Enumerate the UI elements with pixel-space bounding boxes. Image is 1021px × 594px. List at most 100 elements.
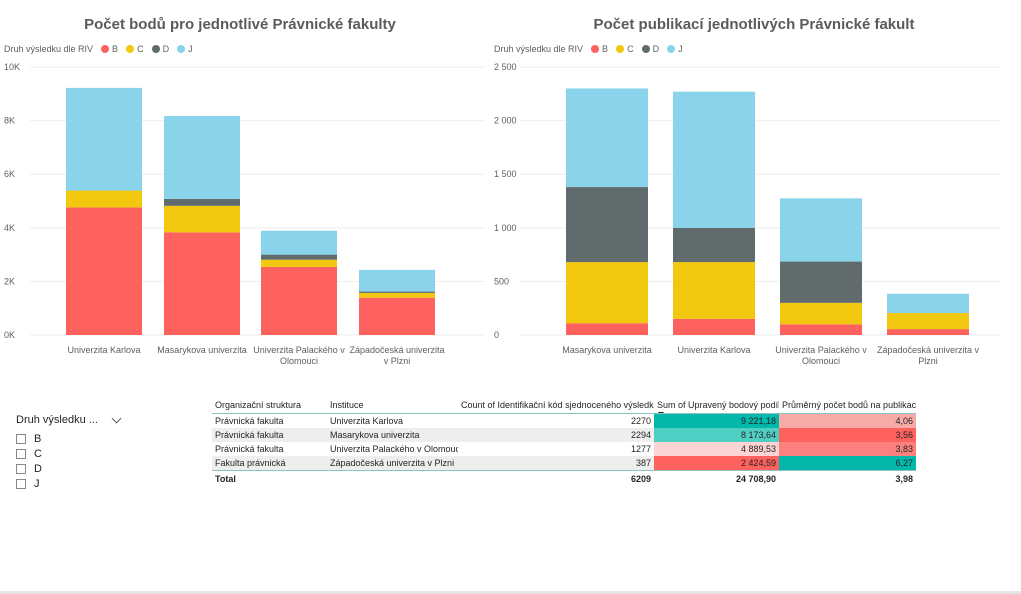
x-tick-label-line: Univerzita Karlova	[67, 345, 140, 355]
bar-segment-b[interactable]	[566, 323, 648, 335]
y-tick-label: 1 000	[494, 223, 517, 233]
slicer-option-label: D	[34, 462, 42, 475]
x-tick-label: Západočeská univerzita v Plzni	[349, 345, 444, 366]
legend-item-b[interactable]: B	[591, 44, 608, 54]
legend-item-b[interactable]: B	[101, 44, 118, 54]
bar-segment-c[interactable]	[66, 190, 142, 208]
slicer-option-j[interactable]: J	[16, 476, 126, 491]
y-tick-label: 2K	[4, 276, 15, 286]
y-tick-label: 2 500	[494, 62, 517, 72]
column-header-label: Sum of Upravený bodový podíl	[657, 399, 779, 410]
column-header[interactable]: Count of Identifikační kód sjednoceného …	[461, 399, 654, 410]
slicer-option-c[interactable]: C	[16, 446, 126, 461]
bar-segment-j[interactable]	[780, 198, 862, 262]
bar-segment-j[interactable]	[887, 293, 969, 314]
table-row[interactable]: Právnická fakulta Univerzita Karlova 227…	[212, 414, 916, 428]
bar-segment-j[interactable]	[359, 269, 435, 292]
chart-title-points: Počet bodů pro jednotlivé Právnické faku…	[84, 16, 396, 33]
bar-segment-b[interactable]	[66, 207, 142, 335]
slicer-option-d[interactable]: D	[16, 461, 126, 476]
table-row[interactable]: Fakulta právnická Západočeská univerzita…	[212, 456, 916, 470]
legend-dot-icon	[126, 45, 135, 53]
legend-item-d[interactable]: D	[151, 44, 170, 54]
table-row[interactable]: Právnická fakulta Masarykova univerzita …	[212, 428, 916, 442]
bar-segment-j[interactable]	[673, 91, 755, 228]
bar-segment-c[interactable]	[887, 313, 969, 330]
cell-org: Právnická fakulta	[212, 428, 327, 442]
legend-item-c[interactable]: C	[126, 44, 144, 54]
bar-segment-b[interactable]	[359, 297, 435, 335]
checkbox[interactable]	[16, 478, 26, 489]
result-type-slicer[interactable]: Druh výsledku ... B C D J	[16, 413, 126, 491]
cell-count: 2270	[630, 416, 651, 426]
bar-segment-c[interactable]	[673, 262, 755, 319]
legend-item-d[interactable]: D	[641, 44, 659, 54]
legend-dot-icon	[667, 45, 676, 53]
bar-segment-c[interactable]	[359, 292, 435, 298]
slicer-option-b[interactable]: B	[16, 431, 126, 446]
sort-desc-icon	[658, 412, 664, 413]
legend-item-j[interactable]: J	[177, 44, 193, 54]
x-tick-label-line: Univerzita Palackého v	[775, 345, 867, 355]
x-tick-label: Univerzita Palackého v Olomouci	[775, 345, 867, 366]
bar-segment-d[interactable]	[566, 187, 648, 263]
cell-institution: Západočeská univerzita v Plzni	[327, 456, 458, 470]
slicer-title: Druh výsledku ...	[16, 414, 98, 426]
cell-org: Právnická fakulta	[215, 444, 284, 454]
legend-dot-icon	[151, 45, 160, 53]
legend-title: Druh výsledku dle RIV	[494, 44, 584, 54]
legend-label: C	[627, 44, 634, 54]
column-header[interactable]: Instituce	[330, 399, 364, 410]
bar-segment-d[interactable]	[164, 198, 240, 206]
cell-count: 387	[458, 456, 654, 470]
legend-item-c[interactable]: C	[616, 44, 634, 54]
legend-label: J	[188, 44, 193, 54]
bar-segment-b[interactable]	[673, 318, 755, 335]
bar-segment-c[interactable]	[261, 259, 337, 267]
checkbox[interactable]	[16, 448, 26, 459]
bar-segment-j[interactable]	[66, 87, 142, 191]
bar-segment-j[interactable]	[164, 116, 240, 199]
column-header[interactable]: Organizační struktura	[215, 399, 302, 410]
x-tick-label-line: Masarykova univerzita	[157, 345, 247, 355]
slicer-header[interactable]: Druh výsledku ...	[16, 413, 126, 426]
x-tick-label: Univerzita Palackého v Olomouci	[253, 345, 345, 366]
slicer-option-label: C	[34, 447, 42, 460]
table-row[interactable]: Právnická fakulta Univerzita Palackého v…	[212, 442, 916, 456]
y-tick-label: 0K	[4, 330, 15, 340]
cell-sum: 2 424,59	[654, 456, 779, 470]
bar-segment-d[interactable]	[261, 254, 337, 260]
bar-segment-c[interactable]	[780, 302, 862, 325]
cell-avg: 6,27	[779, 456, 916, 470]
chart-title-publications: Počet publikací jednotlivých Právnické f…	[593, 16, 915, 33]
y-tick-label: 2 000	[494, 116, 517, 126]
chevron-down-icon[interactable]	[111, 413, 122, 424]
checkbox[interactable]	[16, 433, 26, 444]
slicer-option-label: J	[34, 477, 40, 490]
bar-segment-b[interactable]	[887, 329, 969, 335]
bar-segment-b[interactable]	[261, 266, 337, 335]
legend-item-j[interactable]: J	[667, 44, 683, 54]
legend-label: D	[162, 44, 170, 54]
cell-avg: 3,56	[779, 428, 916, 442]
bar-segment-c[interactable]	[164, 205, 240, 233]
bar-segment-d[interactable]	[780, 261, 862, 303]
bar-segment-j[interactable]	[566, 88, 648, 188]
cell-institution: Masarykova univerzita	[327, 428, 458, 442]
y-tick-label: 1 500	[494, 169, 517, 179]
column-header-sorted[interactable]: Sum of Upravený bodový podíl	[654, 396, 779, 413]
cell-institution: Univerzita Karlova	[330, 416, 404, 426]
checkbox[interactable]	[16, 463, 26, 474]
bar-segment-d[interactable]	[359, 291, 435, 293]
bar-segment-c[interactable]	[566, 262, 648, 324]
bar-segment-d[interactable]	[673, 227, 755, 263]
chart-points[interactable]: 0K 2K 4K 6K 8K 10K Univerzita Karlova Masarykov…	[0, 56, 490, 376]
chart-publications[interactable]: 0 500 1 000 1 500 2 000 2 500 Masarykova unive…	[490, 56, 1010, 376]
bar-segment-j[interactable]	[261, 230, 337, 255]
bar-segment-b[interactable]	[780, 324, 862, 335]
bar-segment-b[interactable]	[164, 232, 240, 335]
legend-points[interactable]: Druh výsledku dle RIV B C D J	[4, 44, 201, 54]
column-header[interactable]: Průměrný počet bodů na publikaci	[782, 399, 916, 410]
cell-avg: 4,06	[779, 414, 916, 428]
legend-publications[interactable]: Druh výsledku dle RIV B C D J	[494, 44, 691, 54]
